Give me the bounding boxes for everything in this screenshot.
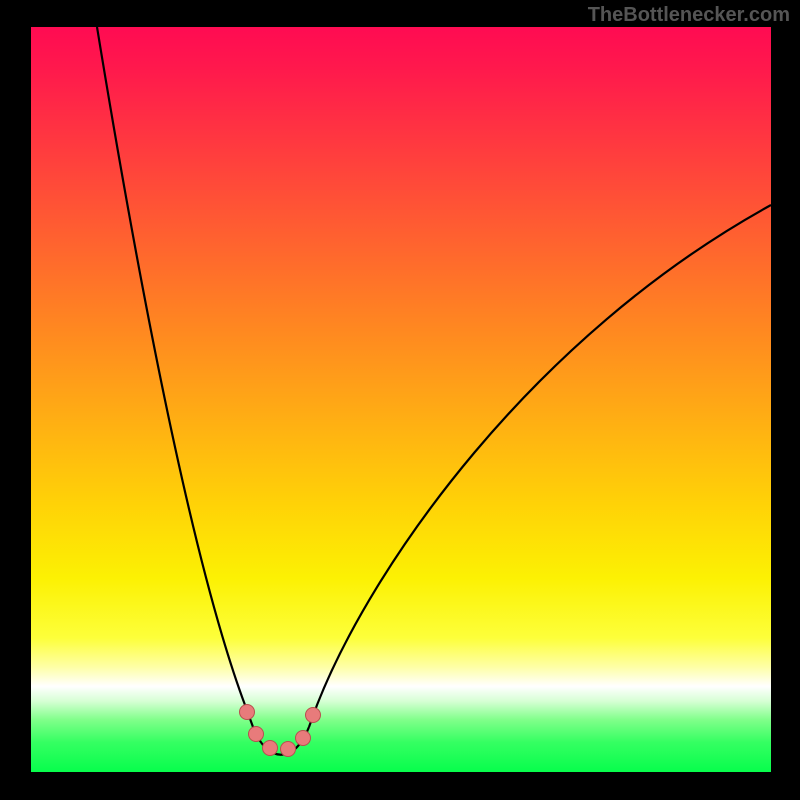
- bottleneck-curve-left: [97, 27, 253, 727]
- data-dot: [281, 742, 296, 757]
- watermark-text: TheBottlenecker.com: [588, 4, 790, 27]
- data-dot: [240, 705, 255, 720]
- curve-layer: [31, 27, 771, 772]
- plot-area: [31, 27, 771, 772]
- bottleneck-curve-right: [309, 205, 771, 727]
- data-dot: [249, 727, 264, 742]
- canvas: TheBottlenecker.com: [0, 0, 800, 800]
- data-dot: [296, 731, 311, 746]
- data-dot: [263, 741, 278, 756]
- data-dot: [306, 708, 321, 723]
